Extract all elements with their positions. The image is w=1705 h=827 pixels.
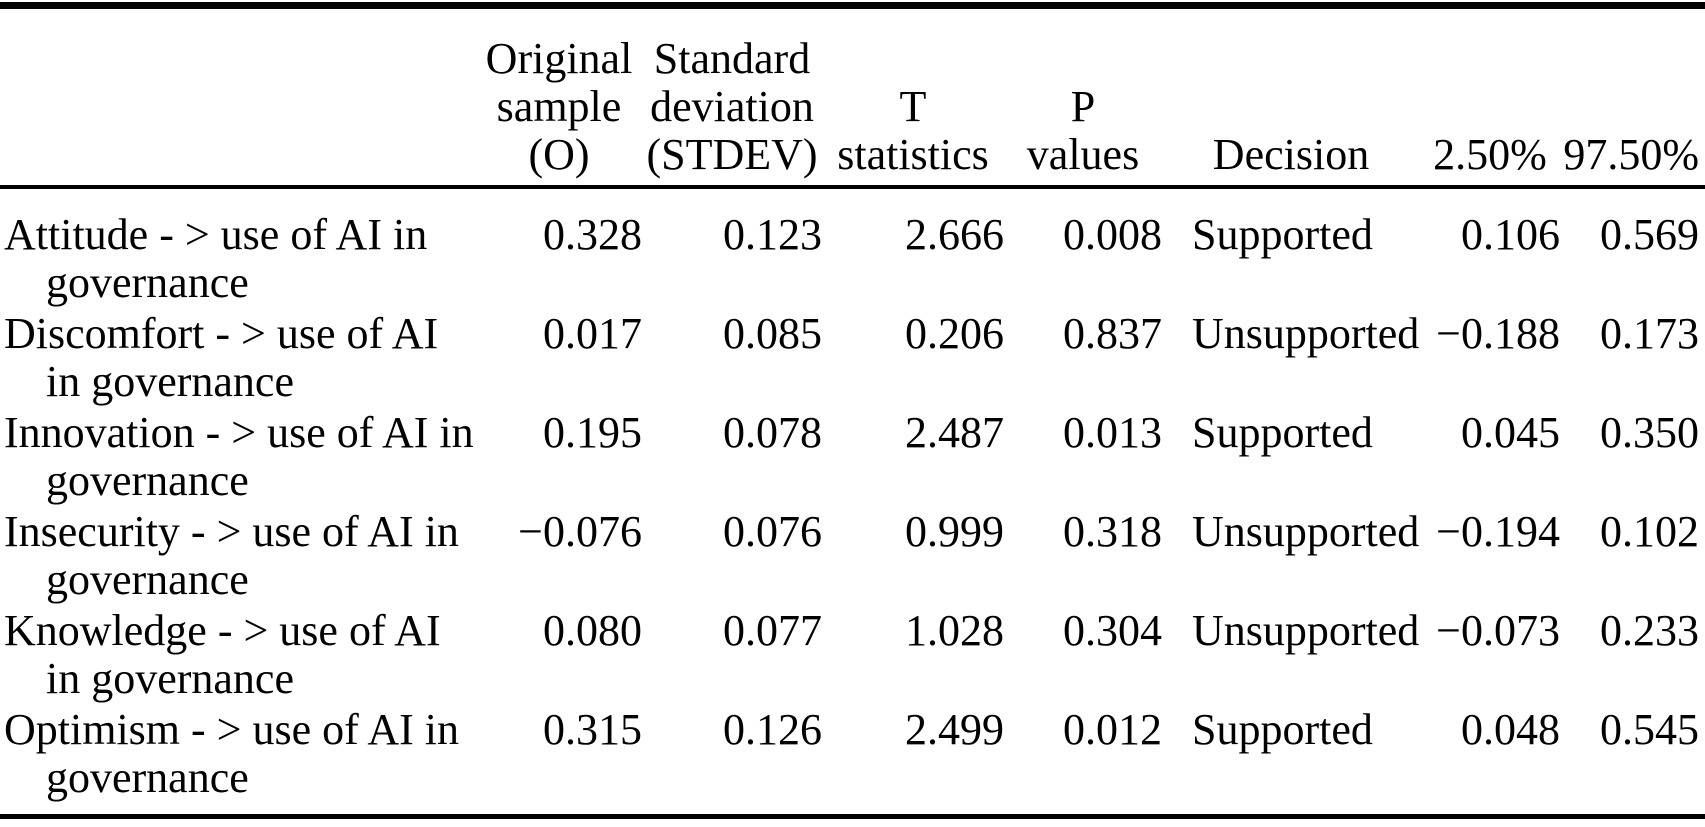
decision-cell: Supported <box>1192 408 1373 457</box>
path-cell: Knowledge - > use of AI in governance <box>0 607 476 706</box>
path-label: Attitude - > use of AI in governance <box>4 210 428 307</box>
ci-lower-cell: −0.188 <box>1436 309 1560 358</box>
table-row: Insecurity - > use of AI in governance −… <box>0 508 1705 607</box>
stdev-cell: 0.085 <box>723 309 822 358</box>
t-statistic-cell: 2.487 <box>905 408 1004 457</box>
stdev-cell: 0.077 <box>723 606 822 655</box>
header-line: 97.50% <box>1563 130 1699 179</box>
header-line: Standard <box>653 34 811 83</box>
ci-lower-cell: −0.073 <box>1436 606 1560 655</box>
header-line: (O) <box>528 130 590 179</box>
ci-upper-cell: 0.233 <box>1600 606 1699 655</box>
ci-lower-cell: 0.045 <box>1461 408 1560 457</box>
table-row: Knowledge - > use of AI in governance 0.… <box>0 607 1705 706</box>
original-sample-cell: 0.328 <box>543 210 642 259</box>
table-bottom-rule <box>0 814 1705 819</box>
p-value-cell: 0.304 <box>1063 606 1162 655</box>
table-header: Original sample (O) Standard deviation (… <box>0 9 1705 189</box>
stdev-cell: 0.123 <box>723 210 822 259</box>
path-label: Innovation - > use of AI in governance <box>4 408 474 505</box>
p-value-cell: 0.013 <box>1063 408 1162 457</box>
path-cell: Discomfort - > use of AI in governance <box>0 310 476 409</box>
stdev-cell: 0.126 <box>723 705 822 754</box>
header-line: Original <box>485 34 633 83</box>
decision-cell: Supported <box>1192 210 1373 259</box>
ci-upper-cell: 0.545 <box>1600 705 1699 754</box>
path-cell: Optimism - > use of AI in governance <box>0 706 476 805</box>
decision-cell: Unsupported <box>1192 507 1420 556</box>
ci-upper-cell: 0.173 <box>1600 309 1699 358</box>
col-header-ci-lower: 2.50% <box>1420 9 1560 189</box>
path-label: Discomfort - > use of AI in governance <box>4 309 439 406</box>
path-label: Insecurity - > use of AI in governance <box>4 507 459 604</box>
path-cell: Innovation - > use of AI in governance <box>0 409 476 508</box>
header-row: Original sample (O) Standard deviation (… <box>0 9 1705 189</box>
path-label: Optimism - > use of AI in governance <box>4 705 460 802</box>
header-line: (STDEV) <box>646 130 818 179</box>
ci-upper-cell: 0.350 <box>1600 408 1699 457</box>
col-header-original-sample: Original sample (O) <box>476 9 642 189</box>
decision-cell: Unsupported <box>1192 309 1420 358</box>
table-body: Attitude - > use of AI in governance 0.3… <box>0 187 1705 805</box>
p-value-cell: 0.012 <box>1063 705 1162 754</box>
col-header-ci-upper: 97.50% <box>1560 9 1705 189</box>
original-sample-cell: 0.017 <box>543 309 642 358</box>
original-sample-cell: 0.195 <box>543 408 642 457</box>
stdev-cell: 0.076 <box>723 507 822 556</box>
col-header-path <box>0 9 476 189</box>
p-value-cell: 0.837 <box>1063 309 1162 358</box>
header-line: T <box>899 82 927 131</box>
p-value-cell: 0.008 <box>1063 210 1162 259</box>
original-sample-cell: 0.315 <box>543 705 642 754</box>
stdev-cell: 0.078 <box>723 408 822 457</box>
ci-lower-cell: 0.106 <box>1461 210 1560 259</box>
results-table: Original sample (O) Standard deviation (… <box>0 9 1705 805</box>
col-header-p-values: P values <box>1004 9 1162 189</box>
path-cell: Attitude - > use of AI in governance <box>0 187 476 310</box>
header-line: deviation <box>650 82 814 131</box>
table-row: Discomfort - > use of AI in governance 0… <box>0 310 1705 409</box>
decision-cell: Unsupported <box>1192 606 1420 655</box>
header-line: values <box>1026 130 1140 179</box>
table-row: Attitude - > use of AI in governance 0.3… <box>0 187 1705 310</box>
decision-cell: Supported <box>1192 705 1373 754</box>
path-label: Knowledge - > use of AI in governance <box>4 606 441 703</box>
ci-lower-cell: −0.194 <box>1436 507 1560 556</box>
original-sample-cell: −0.076 <box>518 507 642 556</box>
t-statistic-cell: 0.999 <box>905 507 1004 556</box>
path-cell: Insecurity - > use of AI in governance <box>0 508 476 607</box>
ci-upper-cell: 0.569 <box>1600 210 1699 259</box>
header-line: P <box>1070 82 1096 131</box>
header-line: sample <box>496 82 622 131</box>
header-line: statistics <box>837 130 989 179</box>
original-sample-cell: 0.080 <box>543 606 642 655</box>
col-header-standard-deviation: Standard deviation (STDEV) <box>642 9 822 189</box>
col-header-decision: Decision <box>1162 9 1420 189</box>
table-row: Innovation - > use of AI in governance 0… <box>0 409 1705 508</box>
table-row: Optimism - > use of AI in governance 0.3… <box>0 706 1705 805</box>
table-top-rule <box>0 2 1705 9</box>
p-value-cell: 0.318 <box>1063 507 1162 556</box>
col-header-t-statistics: T statistics <box>822 9 1004 189</box>
t-statistic-cell: 2.499 <box>905 705 1004 754</box>
t-statistic-cell: 0.206 <box>905 309 1004 358</box>
header-line: Decision <box>1212 130 1370 179</box>
t-statistic-cell: 2.666 <box>905 210 1004 259</box>
ci-lower-cell: 0.048 <box>1461 705 1560 754</box>
header-line: 2.50% <box>1433 130 1547 179</box>
t-statistic-cell: 1.028 <box>905 606 1004 655</box>
ci-upper-cell: 0.102 <box>1600 507 1699 556</box>
